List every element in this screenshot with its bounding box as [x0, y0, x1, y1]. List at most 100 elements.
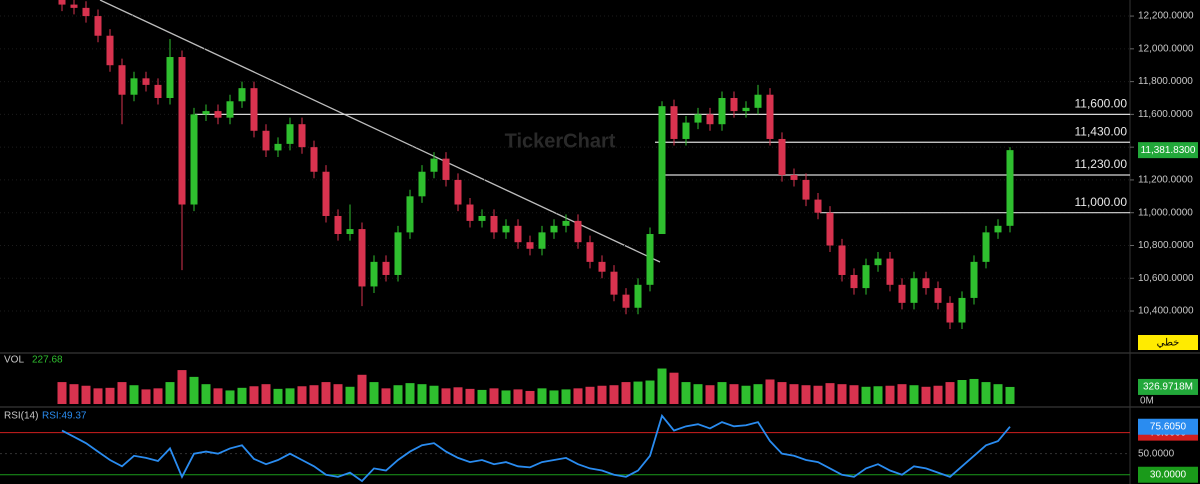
candle-body: [706, 114, 714, 125]
y-tick-label: 10,600.0000: [1138, 273, 1194, 284]
volume-bar: [669, 372, 679, 404]
volume-bar: [765, 379, 775, 404]
candle-body: [598, 261, 606, 272]
rsi-line: [61, 413, 1011, 483]
candle-body: [430, 158, 438, 172]
candle-body: [310, 147, 318, 172]
volume-bar: [813, 385, 823, 404]
candle-body: [790, 175, 798, 180]
volume-bar: [153, 388, 163, 404]
candle-body: [370, 261, 378, 287]
candle-body: [634, 284, 642, 308]
candle-body: [166, 57, 174, 98]
level-label: 11,000.00: [1075, 195, 1128, 209]
volume-bar: [489, 388, 499, 404]
volume-bar: [933, 385, 943, 404]
volume-bar: [741, 385, 751, 404]
candle-body: [670, 106, 678, 139]
volume-bar: [321, 382, 331, 404]
volume-bar: [717, 382, 727, 404]
volume-bar: [369, 382, 379, 404]
candle-body: [682, 122, 690, 139]
y-tick-label: 30.0000: [1150, 469, 1187, 480]
volume-bar: [549, 390, 559, 404]
scale-button[interactable]: [1138, 335, 1198, 350]
level-label: 11,230.00: [1075, 157, 1128, 171]
candle-body: [526, 242, 534, 249]
y-tick-label: 11,000.0000: [1138, 207, 1193, 218]
volume-bar: [117, 382, 127, 404]
candle-body: [850, 274, 858, 289]
rsi-title: RSI(14): [4, 411, 38, 422]
y-tick-label: 10,400.0000: [1138, 306, 1194, 317]
volume-bar: [825, 383, 835, 404]
volume-bar: [213, 388, 223, 404]
vol-value: 227.68: [32, 355, 63, 366]
candle-body: [658, 106, 666, 235]
candle-body: [274, 143, 282, 151]
scale-button-label[interactable]: خطي: [1157, 338, 1180, 349]
volume-bar: [873, 386, 883, 404]
volume-bar: [561, 389, 571, 404]
volume-bar: [297, 386, 307, 404]
candle-body: [802, 179, 810, 200]
candle-body: [982, 232, 990, 262]
candle-body: [970, 261, 978, 298]
volume-bar: [957, 380, 967, 404]
level-label: 11,430.00: [1075, 124, 1128, 138]
candle-body: [418, 171, 426, 197]
last-rsi-label: 75.6050: [1150, 421, 1187, 432]
candle-body: [538, 232, 546, 249]
y-tick-label: 11,600.0000: [1138, 109, 1193, 120]
candle-body: [250, 88, 258, 131]
candle-body: [694, 114, 702, 123]
candle-body: [550, 225, 558, 233]
candle-body: [1006, 150, 1014, 226]
candle-body: [394, 232, 402, 275]
volume-bar: [645, 380, 655, 404]
candle-body: [886, 258, 894, 285]
volume-bar: [753, 384, 763, 404]
volume-bar: [897, 384, 907, 404]
candle-body: [94, 16, 102, 36]
candle-body: [814, 199, 822, 213]
last-price-label: 11,381.8300: [1141, 145, 1196, 156]
volume-bar: [993, 384, 1003, 404]
volume-bar: [729, 384, 739, 404]
candle-body: [754, 94, 762, 108]
candle-body: [994, 225, 1002, 233]
candle-body: [286, 124, 294, 144]
candle-body: [502, 225, 510, 233]
candle-body: [466, 204, 474, 221]
volume-bar: [441, 388, 451, 404]
candle-body: [382, 261, 390, 275]
candle-body: [406, 196, 414, 233]
candle-body: [454, 179, 462, 205]
candle-body: [70, 4, 78, 8]
volume-bar: [81, 385, 91, 404]
watermark: TickerChart: [505, 130, 616, 152]
volume-bar: [273, 388, 283, 404]
volume-bar: [777, 382, 787, 404]
volume-bar: [969, 378, 979, 404]
candle-body: [358, 229, 366, 287]
y-tick-label: 11,800.0000: [1138, 76, 1193, 87]
volume-bar: [705, 385, 715, 404]
volume-bar: [849, 385, 859, 404]
candle-body: [718, 97, 726, 125]
volume-bar: [621, 382, 631, 404]
volume-bar: [921, 386, 931, 404]
last-volume-label: 326.9718M: [1143, 382, 1193, 393]
level-label: 11,600.00: [1075, 97, 1128, 111]
candle-body: [838, 245, 846, 275]
candle-body: [514, 225, 522, 243]
volume-bar: [525, 390, 535, 404]
y-tick-label: 50.0000: [1138, 448, 1175, 459]
volume-bar: [537, 388, 547, 404]
candle-body: [730, 97, 738, 112]
candle-body: [622, 294, 630, 308]
y-tick-label: 12,200.0000: [1138, 11, 1194, 22]
y-tick-label: 12,000.0000: [1138, 43, 1194, 54]
candle-body: [862, 265, 870, 289]
